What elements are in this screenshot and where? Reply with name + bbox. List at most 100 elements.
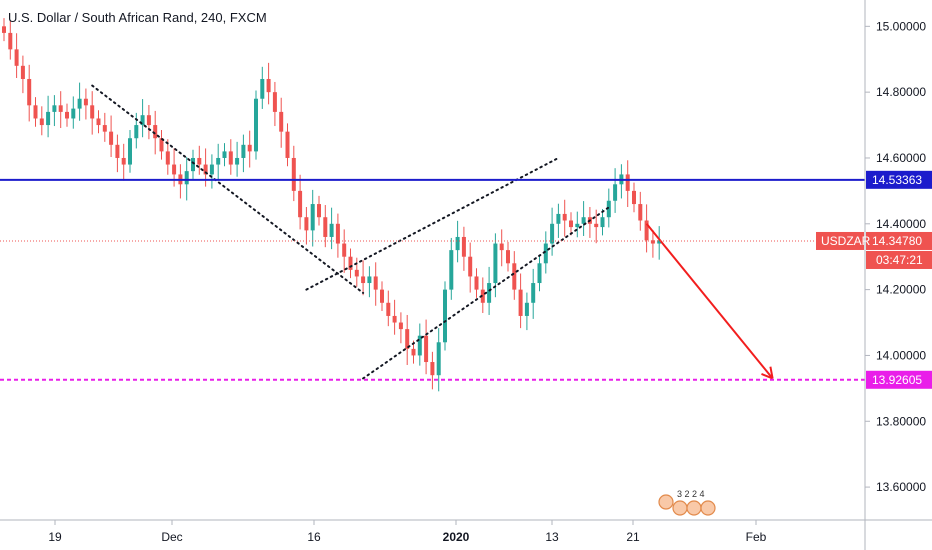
trend-line[interactable] <box>91 84 365 294</box>
y-tick-label: 15.00000 <box>876 19 926 33</box>
candle <box>468 242 473 293</box>
price-level-label: 14.53363 <box>866 170 932 189</box>
candle <box>140 99 145 138</box>
x-tick-label: 19 <box>48 530 62 544</box>
levels-layer <box>0 178 865 381</box>
y-tick: 14.20000 <box>865 283 926 297</box>
candle <box>285 123 290 167</box>
candle <box>632 182 636 213</box>
candle <box>46 95 51 138</box>
x-tick-label: 16 <box>307 530 321 544</box>
symbol-tag: USDZAR <box>816 231 871 250</box>
y-tick: 13.80000 <box>865 414 926 428</box>
candle <box>102 112 107 142</box>
x-axis[interactable]: 19 Dec 16 2020 13 21 Feb <box>48 520 767 544</box>
candle <box>562 199 567 237</box>
candle <box>581 201 586 236</box>
candle <box>537 255 542 292</box>
event-flag-icon[interactable] <box>700 500 716 516</box>
candle <box>392 299 397 335</box>
event-flag-icon[interactable] <box>672 500 688 516</box>
candle <box>260 66 265 109</box>
candle <box>531 268 536 319</box>
candle <box>58 91 63 129</box>
candle <box>209 154 214 189</box>
events-badges[interactable]: 3 2 2 4 <box>658 489 716 516</box>
candle <box>222 143 227 167</box>
candle <box>569 212 573 236</box>
candle <box>83 88 88 120</box>
candle <box>417 323 422 366</box>
y-tick: 14.40000 <box>865 217 926 231</box>
bar-countdown: 03:47:21 <box>866 250 932 269</box>
candle <box>575 211 580 238</box>
candle <box>613 168 618 213</box>
symbol-name: USDZAR <box>821 234 871 248</box>
candle <box>461 226 466 271</box>
candle <box>317 195 321 226</box>
x-tick: 19 <box>48 520 62 544</box>
candle <box>380 281 384 312</box>
candle <box>279 97 284 148</box>
x-tick: 16 <box>307 520 321 544</box>
candle <box>291 145 296 202</box>
candle <box>115 134 120 173</box>
countdown-value: 03:47:21 <box>876 253 923 267</box>
candle <box>499 229 504 267</box>
x-tick: 21 <box>626 520 640 544</box>
y-tick-label: 14.80000 <box>876 85 926 99</box>
y-tick: 14.60000 <box>865 151 926 165</box>
candle <box>159 130 164 160</box>
price-level-label: 13.92605 <box>866 370 932 389</box>
candle <box>14 33 19 78</box>
x-tick: 2020 <box>443 520 470 544</box>
y-tick: 15.00000 <box>865 19 926 33</box>
event-flag-icon[interactable] <box>658 494 674 510</box>
candle <box>52 95 57 127</box>
candle <box>449 237 454 300</box>
y-axis[interactable]: 15.00000 14.80000 14.60000 14.40000 14.20000… <box>865 19 926 494</box>
candle <box>348 248 353 279</box>
candle <box>266 62 271 105</box>
candle <box>184 156 189 201</box>
x-tick: 13 <box>545 520 559 544</box>
candle <box>197 145 202 175</box>
candle <box>342 229 347 273</box>
x-tick-label: 21 <box>626 530 640 544</box>
candle <box>398 312 403 344</box>
price-level-label: 14.34780 <box>866 231 932 250</box>
candle <box>594 209 599 244</box>
candle <box>556 203 561 238</box>
y-tick-label: 14.60000 <box>876 151 926 165</box>
x-tick-label: Feb <box>746 530 767 544</box>
price-level-value: 13.92605 <box>872 373 922 387</box>
candle <box>65 103 69 127</box>
candle <box>323 205 328 248</box>
candle <box>228 139 233 175</box>
y-tick-label: 13.80000 <box>876 414 926 428</box>
trend-line[interactable] <box>362 206 610 380</box>
candle <box>2 18 6 42</box>
price-level-value: 14.53363 <box>872 173 922 187</box>
candle <box>543 231 548 274</box>
candle <box>329 207 334 250</box>
chart-title: U.S. Dollar / South African Rand, 240, F… <box>8 10 267 25</box>
y-tick: 14.00000 <box>865 348 926 362</box>
x-tick: Dec <box>161 520 183 544</box>
candle <box>518 273 523 329</box>
candle <box>90 91 95 135</box>
candle <box>298 174 303 230</box>
candle <box>33 97 38 127</box>
event-flag-icon[interactable] <box>686 500 702 516</box>
x-tick-label: Dec <box>161 530 182 544</box>
candle <box>650 230 655 258</box>
candle <box>241 134 246 173</box>
candle <box>272 81 277 127</box>
candle <box>310 189 315 247</box>
forecast-arrow[interactable] <box>645 223 774 380</box>
x-tick-label: 13 <box>545 530 559 544</box>
candle <box>146 104 151 140</box>
